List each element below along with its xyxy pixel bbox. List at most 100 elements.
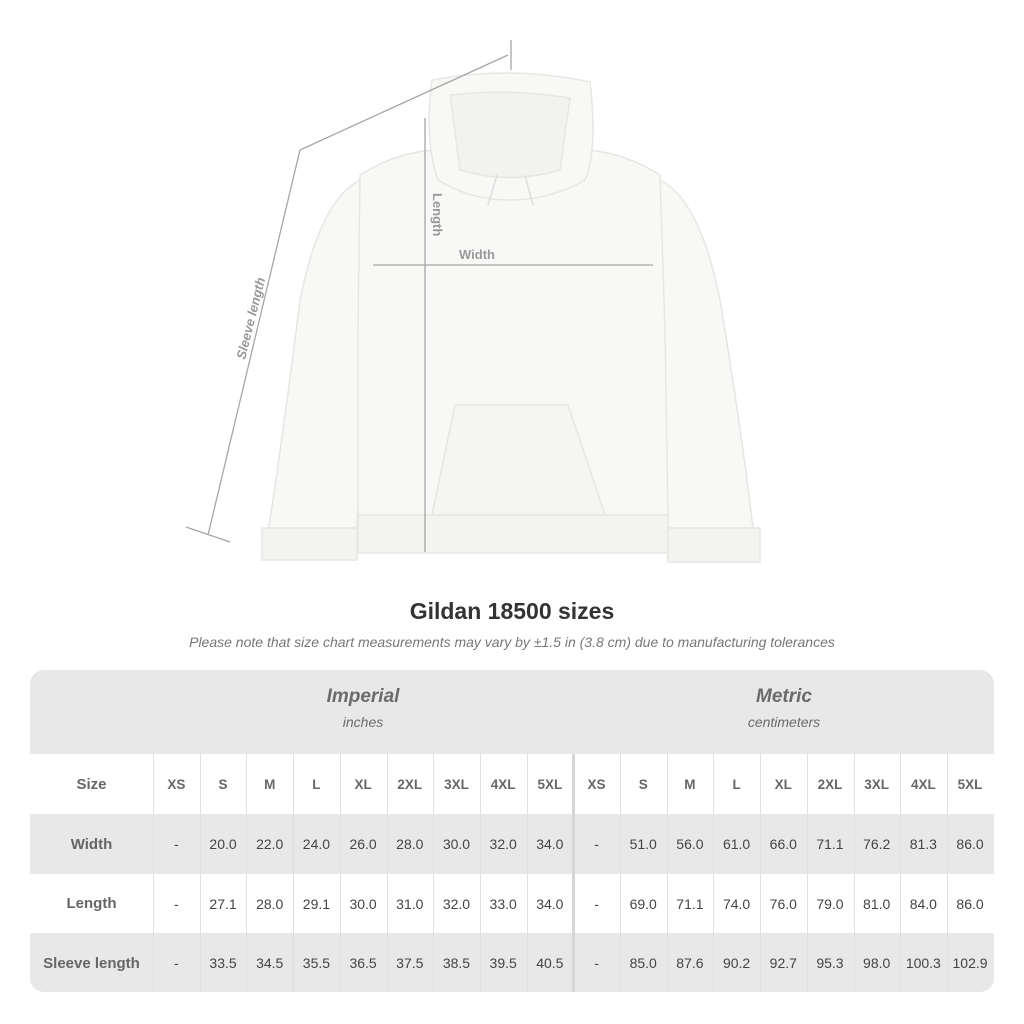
metric-value: 56.0 bbox=[676, 836, 704, 852]
imperial-value: - bbox=[174, 836, 179, 852]
metric-value: 61.0 bbox=[722, 836, 751, 852]
column-divider bbox=[620, 754, 621, 992]
imperial-value: 22.0 bbox=[256, 836, 284, 852]
size-column-header: 2XL bbox=[817, 776, 843, 792]
column-divider bbox=[293, 754, 295, 992]
metric-value: - bbox=[594, 955, 599, 971]
size-label: Size bbox=[76, 775, 107, 793]
metric-value: 95.3 bbox=[816, 955, 844, 971]
imperial-value: 32.0 bbox=[489, 836, 517, 852]
metric-value: 51.0 bbox=[629, 836, 657, 852]
metric-value: 86.0 bbox=[956, 836, 984, 852]
imperial-header: Imperial inches bbox=[153, 686, 573, 730]
column-divider bbox=[479, 754, 481, 992]
column-divider bbox=[572, 754, 576, 992]
metric-value: 71.1 bbox=[816, 836, 844, 852]
metric-value: 98.0 bbox=[863, 955, 891, 971]
imperial-value: 36.5 bbox=[349, 955, 377, 971]
imperial-value: 39.5 bbox=[489, 955, 517, 971]
imperial-title: Imperial bbox=[326, 686, 400, 707]
size-column-header: L bbox=[732, 776, 741, 792]
metric-value: 66.0 bbox=[769, 836, 797, 852]
imperial-value: 28.0 bbox=[396, 836, 424, 852]
metric-value: 76.0 bbox=[769, 895, 797, 912]
metric-unit: centimeters bbox=[747, 714, 821, 730]
imperial-value: 38.5 bbox=[442, 955, 471, 971]
imperial-unit: inches bbox=[342, 714, 384, 730]
imperial-value: 30.0 bbox=[442, 836, 471, 852]
size-column-header: XL bbox=[354, 776, 372, 792]
metric-value: 71.1 bbox=[676, 895, 704, 912]
column-divider bbox=[153, 754, 154, 992]
imperial-value: 34.0 bbox=[536, 836, 564, 852]
metric-value: 69.0 bbox=[629, 895, 657, 912]
imperial-value: 40.5 bbox=[536, 955, 564, 971]
column-divider bbox=[853, 754, 855, 992]
size-column-header: M bbox=[684, 776, 696, 792]
imperial-value: 27.1 bbox=[209, 895, 237, 912]
imperial-value: 35.5 bbox=[302, 955, 331, 971]
metric-value: 76.2 bbox=[863, 836, 891, 852]
page-title: Gildan 18500 sizes bbox=[409, 598, 615, 624]
size-table: Imperial inches Metric centimeters Size X… bbox=[30, 670, 994, 992]
column-divider bbox=[900, 754, 902, 992]
column-divider bbox=[386, 754, 388, 992]
size-column-header: 4XL bbox=[910, 776, 936, 792]
imperial-value: 20.0 bbox=[209, 836, 237, 852]
column-divider bbox=[339, 754, 341, 992]
column-divider bbox=[433, 754, 435, 992]
table-row: Sleeve length - 33.5 34.5 35.5 36.5 37.5 38.5 39… bbox=[30, 933, 994, 992]
imperial-value: 26.0 bbox=[349, 836, 377, 852]
column-divider bbox=[806, 754, 808, 992]
hoodie-illustration bbox=[261, 72, 761, 563]
metric-value: 81.3 bbox=[909, 836, 937, 852]
imperial-value: 32.0 bbox=[442, 895, 471, 912]
metric-value: 85.0 bbox=[629, 955, 657, 971]
imperial-value: - bbox=[174, 895, 179, 912]
size-column-header: 4XL bbox=[490, 776, 516, 792]
metric-value: 79.0 bbox=[816, 895, 844, 912]
metric-title: Metric bbox=[756, 686, 812, 707]
imperial-value: 30.0 bbox=[349, 895, 377, 912]
size-column-header: S bbox=[218, 776, 228, 792]
table-row: Width - 20.0 22.0 24.0 26.0 28.0 30.0 32.0 34.0 - 5… bbox=[30, 814, 994, 874]
unit-header-band bbox=[30, 670, 994, 754]
size-column-header: 2XL bbox=[397, 776, 423, 792]
metric-value: 92.7 bbox=[769, 955, 797, 971]
size-column-header: 5XL bbox=[537, 776, 563, 792]
metric-value: 81.0 bbox=[863, 895, 891, 912]
size-column-header: 3XL bbox=[864, 776, 890, 792]
column-divider bbox=[946, 754, 948, 992]
imperial-value: 34.5 bbox=[256, 955, 284, 971]
imperial-value: - bbox=[174, 955, 179, 971]
metric-header: Metric centimeters bbox=[574, 686, 994, 730]
imperial-value: 33.0 bbox=[489, 895, 517, 912]
size-header-row: Size XS S M L XL 2XL 3XL 4XL 5XL XS S M L XL 2XL 3XL 4XL 5… bbox=[30, 754, 994, 814]
metric-value: 90.2 bbox=[722, 955, 751, 971]
metric-value: 86.0 bbox=[956, 895, 984, 912]
size-column-header: XS bbox=[587, 776, 606, 792]
column-divider bbox=[199, 754, 201, 992]
metric-value: - bbox=[594, 836, 599, 852]
sleeve-length-label: Sleeve length bbox=[233, 276, 268, 361]
size-column-header: 5XL bbox=[957, 776, 983, 792]
imperial-value: 37.5 bbox=[396, 955, 424, 971]
imperial-value: 31.0 bbox=[396, 895, 424, 912]
row-label: Width bbox=[70, 835, 113, 853]
metric-value: - bbox=[594, 895, 599, 912]
metric-value: 100.3 bbox=[905, 955, 941, 971]
column-divider bbox=[666, 754, 668, 992]
metric-value: 87.6 bbox=[676, 955, 704, 971]
row-label: Length bbox=[66, 895, 117, 912]
column-divider bbox=[760, 754, 762, 992]
length-label: Length bbox=[430, 193, 445, 236]
row-label: Sleeve length bbox=[43, 954, 140, 972]
size-column-header: S bbox=[638, 776, 648, 792]
imperial-value: 28.0 bbox=[256, 895, 284, 912]
tolerance-note: Please note that size chart measurements… bbox=[189, 634, 835, 650]
column-divider bbox=[246, 754, 248, 992]
measurement-lines bbox=[185, 40, 653, 552]
size-column-header: XL bbox=[774, 776, 792, 792]
size-column-header: XS bbox=[167, 776, 186, 792]
size-column-header: L bbox=[312, 776, 321, 792]
